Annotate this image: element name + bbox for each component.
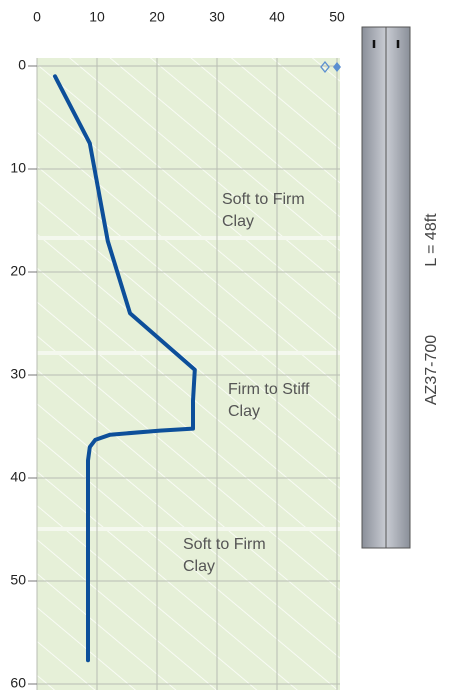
y-tick-label: 40 xyxy=(10,469,26,485)
x-tick-label: 30 xyxy=(209,9,225,25)
layer-boundary xyxy=(37,351,340,355)
layer-label: Clay xyxy=(228,403,260,420)
y-tick-label: 30 xyxy=(10,366,26,382)
marks xyxy=(53,74,197,663)
layer-label: Firm to Stiff xyxy=(228,381,310,398)
y-tick-label: 50 xyxy=(10,572,26,588)
layer-boundary xyxy=(37,236,340,240)
layer-label: Soft to Firm xyxy=(222,191,305,208)
y-tick-label: 60 xyxy=(10,675,26,691)
layer-label: Clay xyxy=(222,213,254,230)
layer-label: Clay xyxy=(183,558,215,575)
pile-section: AZ37-700 xyxy=(423,335,440,405)
depth-line xyxy=(53,74,197,663)
layer-label: Soft to Firm xyxy=(183,536,266,553)
y-tick-label: 20 xyxy=(10,263,26,279)
layer-boundary xyxy=(37,527,340,531)
x-tick-label: 20 xyxy=(149,9,165,25)
marker-icon xyxy=(320,60,330,74)
pile-length: L = 48ft xyxy=(423,213,440,267)
x-tick-label: 10 xyxy=(89,9,105,25)
x-tick-label: 50 xyxy=(329,9,345,25)
y-tick-label: 0 xyxy=(18,57,26,73)
plot-background xyxy=(37,58,340,690)
y-tick-label: 10 xyxy=(10,160,26,176)
marker-icon xyxy=(333,62,341,72)
x-tick-label: 40 xyxy=(269,9,285,25)
x-tick-label: 0 xyxy=(33,9,41,25)
